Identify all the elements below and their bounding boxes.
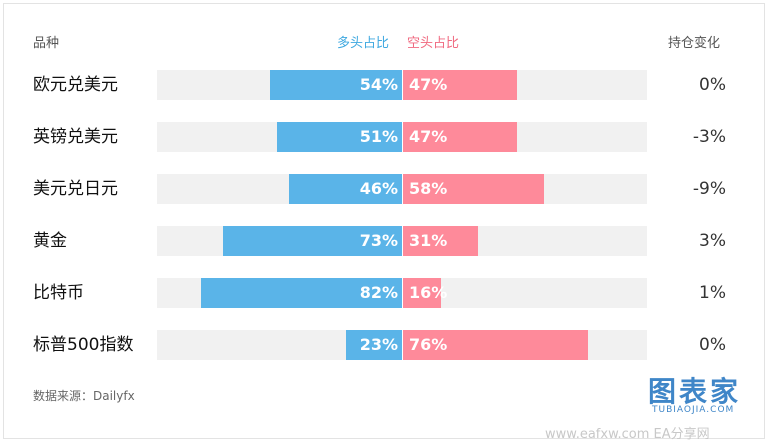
short-ratio-label: 47% [409,75,448,94]
long-ratio-label: 46% [359,179,398,198]
header-long-ratio: 多头占比 [337,36,390,51]
header-short-ratio: 空头占比 [407,36,460,51]
chart-frame [3,3,765,439]
chart-row: 英镑兑美元 51% 47% -3% [0,122,770,152]
short-ratio-label: 76% [409,335,448,354]
category-label: 英镑兑美元 [33,127,118,147]
long-ratio-label: 82% [359,283,398,302]
header-position-change: 持仓变化 [668,36,721,51]
long-ratio-bar [345,330,402,360]
chart-row: 欧元兑美元 54% 47% 0% [0,70,770,100]
short-ratio-bar [402,70,518,100]
short-ratio-bar [402,330,589,360]
category-label: 标普500指数 [33,335,134,355]
chart-row: 美元兑日元 46% 58% -9% [0,174,770,204]
long-ratio-label: 73% [359,231,398,250]
long-ratio-bar [201,278,402,308]
watermark-site: www.eafxw.com EA分享网 [545,427,710,442]
watermark-logo: 图表家 TUBIAOJIA.COM [640,372,758,418]
center-divider [402,330,403,360]
header-category: 品种 [33,36,60,51]
chart-row: 黄金 73% 31% 3% [0,226,770,256]
short-ratio-label: 58% [409,179,448,198]
category-label: 比特币 [33,283,84,303]
chart-row: 标普500指数 23% 76% 0% [0,330,770,360]
category-label: 欧元兑美元 [33,75,118,95]
center-divider [402,174,403,204]
center-divider [402,70,403,100]
watermark-logo-text: 图表家 [648,375,742,408]
center-divider [402,226,403,256]
position-change-value: 0% [699,75,726,95]
short-ratio-bar [402,122,518,152]
long-ratio-label: 51% [359,127,398,146]
position-change-value: 0% [699,335,726,355]
short-ratio-label: 16% [409,283,448,302]
long-ratio-bar [277,122,402,152]
position-change-value: -3% [692,127,726,147]
short-ratio-bar [402,174,545,204]
position-change-value: -9% [692,179,726,199]
long-ratio-label: 54% [359,75,398,94]
position-change-value: 1% [699,283,726,303]
watermark-logo-sub: TUBIAOJIA.COM [652,405,735,415]
short-ratio-bar [402,226,478,256]
source-note: 数据来源：Dailyfx [33,389,135,403]
long-ratio-bar [269,70,402,100]
position-change-value: 3% [699,231,726,251]
short-ratio-bar [402,278,442,308]
long-ratio-bar [223,226,402,256]
short-ratio-label: 47% [409,127,448,146]
chart-row: 比特币 82% 16% 1% [0,278,770,308]
category-label: 黄金 [33,231,67,251]
short-ratio-label: 31% [409,231,448,250]
long-ratio-bar [289,174,402,204]
center-divider [402,122,403,152]
center-divider [402,278,403,308]
category-label: 美元兑日元 [33,179,118,199]
long-ratio-label: 23% [359,335,398,354]
